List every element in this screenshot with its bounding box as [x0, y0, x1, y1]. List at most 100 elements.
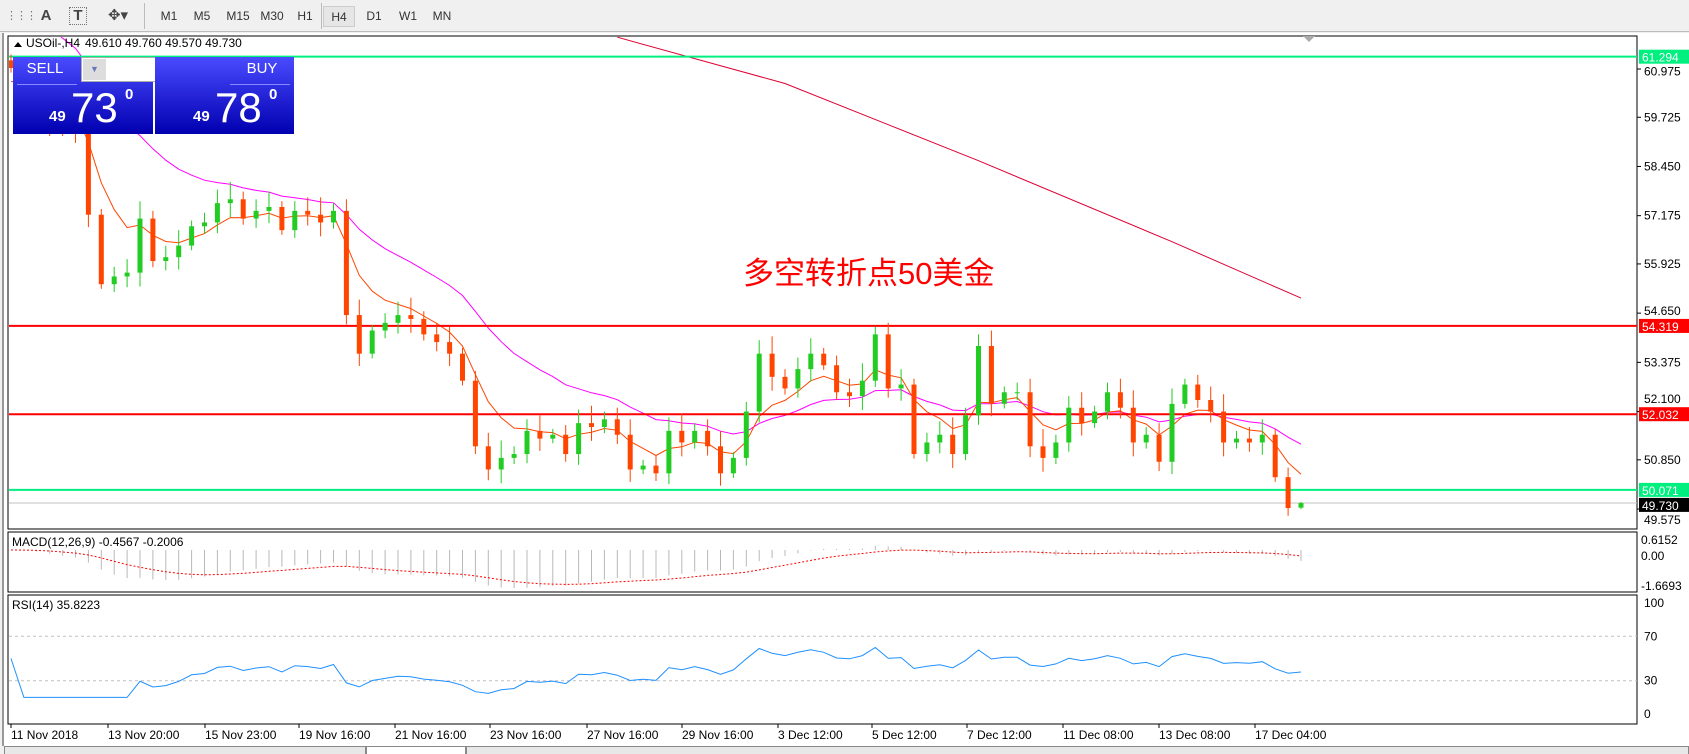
ohlc-label: 49.610 49.760 49.570 49.730 — [85, 36, 242, 50]
text-icon[interactable]: A — [40, 7, 52, 24]
candle-body — [769, 353, 775, 377]
timeframe-m15[interactable]: M15 — [226, 9, 250, 23]
timeframe-m5[interactable]: M5 — [193, 9, 211, 23]
level-label-50.071: 50.071 — [1642, 484, 1679, 498]
candle-body — [189, 226, 195, 246]
candle-body — [111, 276, 117, 285]
price-chart[interactable]: 60.975 59.725 58.450 57.175 55.925 54.650 53.3… — [4, 33, 1689, 747]
candle-body — [653, 465, 659, 474]
sell-label: SELL — [26, 60, 64, 77]
timeframe-m1[interactable]: M1 — [160, 9, 178, 23]
timeframe-w1[interactable]: W1 — [399, 9, 417, 23]
text-label-icon[interactable]: T — [69, 7, 87, 25]
sell-price-main: 73 — [71, 84, 118, 131]
candle-body — [1156, 434, 1162, 462]
time-label: 21 Nov 16:00 — [395, 728, 467, 742]
time-label: 19 Nov 16:00 — [299, 728, 371, 742]
time-label: 3 Dec 12:00 — [778, 728, 843, 742]
candle-body — [1014, 392, 1020, 394]
price-tick-label: 59.725 — [1644, 110, 1681, 124]
rsi-line — [10, 646, 1302, 698]
candle-body — [718, 446, 723, 474]
ma-slow-line — [617, 37, 1302, 299]
candle-body — [1221, 411, 1227, 443]
candle-body — [1105, 392, 1110, 412]
time-label: 13 Dec 08:00 — [1159, 728, 1231, 742]
candle-body — [614, 419, 620, 435]
candle-body — [1143, 434, 1149, 443]
candle-body — [1066, 407, 1072, 443]
candle-body — [705, 430, 711, 447]
candle-body — [1053, 442, 1059, 458]
candle-body — [498, 457, 504, 470]
candle-body — [408, 315, 414, 319]
timeframe-mn[interactable]: MN — [432, 9, 452, 23]
grid-fibo-icon[interactable]: ⋮⋮⋮ — [6, 10, 37, 22]
candle-body — [872, 334, 878, 381]
candle-body — [563, 434, 569, 455]
candle-body — [847, 392, 852, 397]
candle-body — [885, 334, 891, 389]
candle-body — [963, 415, 969, 455]
candle-body — [692, 430, 698, 443]
macd-tick-label: -1.6693 — [1641, 579, 1682, 593]
toolbar: ⋮⋮⋮ A T ✥▾ M1 M5 M15 M30 H1 H4 D1 W1 MN — [0, 0, 1689, 32]
candle-body — [1130, 407, 1136, 443]
buy-price-main: 78 — [215, 84, 262, 131]
macd-panel-frame — [7, 531, 1638, 593]
main-panel-frame — [7, 35, 1638, 530]
candle-body — [98, 214, 104, 285]
level-label-bg — [1639, 49, 1689, 64]
candle-body — [472, 380, 478, 447]
level-label-bg — [1639, 482, 1689, 497]
candle-body — [601, 419, 607, 428]
price-tick-label: 57.175 — [1644, 209, 1681, 223]
time-label: 11 Nov 2018 — [11, 728, 78, 742]
arrows-icon[interactable]: ✥▾ — [107, 7, 129, 24]
chart-tab[interactable] — [4, 746, 366, 754]
timeframe-d1[interactable]: D1 — [366, 9, 382, 23]
lot-decrease-button[interactable]: ▼ — [83, 59, 106, 80]
rsi-tick-label: 0 — [1644, 707, 1651, 721]
candle-body — [447, 342, 453, 354]
price-tick-label: 55.925 — [1644, 257, 1681, 271]
chart-tab[interactable] — [366, 746, 466, 754]
timeframe-h4[interactable]: H4 — [323, 6, 355, 27]
timeframe-m30[interactable]: M30 — [260, 9, 284, 23]
candle-body — [627, 434, 633, 470]
candle-body — [795, 369, 801, 389]
buy-button[interactable]: BUY 49 78 0 — [155, 57, 294, 134]
candle-body — [421, 318, 427, 335]
candle-body — [808, 353, 814, 370]
candle-body — [524, 430, 530, 455]
candle-body — [1208, 399, 1214, 412]
macd-signal-line — [10, 549, 1302, 585]
price-tick-label: 53.375 — [1644, 355, 1681, 369]
level-label-52.032: 52.032 — [1642, 408, 1679, 422]
candle-body — [1234, 438, 1239, 443]
rsi-tick-label: 100 — [1644, 596, 1664, 610]
candle-body — [137, 218, 143, 273]
price-tick-label: 52.100 — [1644, 392, 1681, 406]
candle-body — [898, 384, 904, 389]
chart-window[interactable]: 60.975 59.725 58.450 57.175 55.925 54.650 53.3… — [2, 33, 1689, 747]
candle-body — [1092, 411, 1098, 424]
candle-body — [589, 423, 594, 428]
candle-body — [1246, 438, 1252, 443]
candle-body — [1298, 503, 1304, 508]
rsi-tick-label: 30 — [1644, 674, 1658, 688]
candle-body — [976, 345, 981, 416]
rsi-tick-label: 70 — [1644, 629, 1658, 643]
candle-body — [434, 334, 440, 343]
candle-body — [305, 210, 311, 215]
candle-body — [214, 203, 220, 223]
rsi-panel-frame — [7, 594, 1638, 725]
chart-tab[interactable] — [466, 746, 1689, 754]
macd-tick-label: 0.00 — [1641, 549, 1665, 563]
candle-body — [1001, 392, 1007, 404]
candle-body — [485, 446, 491, 470]
candle-body — [202, 222, 207, 227]
timeframe-h1[interactable]: H1 — [297, 9, 313, 23]
level-label-61.294: 61.294 — [1642, 51, 1679, 65]
candle-body — [124, 272, 130, 277]
